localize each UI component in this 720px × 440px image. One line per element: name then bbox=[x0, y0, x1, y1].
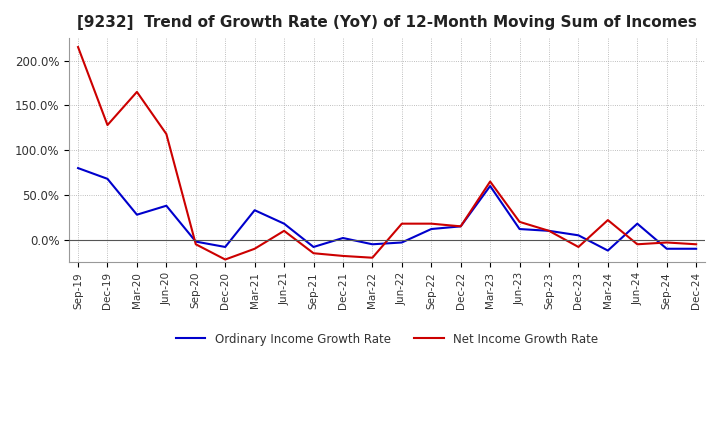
Net Income Growth Rate bbox=[544, 228, 553, 234]
Title: [9232]  Trend of Growth Rate (YoY) of 12-Month Moving Sum of Incomes: [9232] Trend of Growth Rate (YoY) of 12-… bbox=[77, 15, 697, 30]
Net Income Growth Rate bbox=[103, 122, 112, 128]
Ordinary Income Growth Rate bbox=[192, 239, 200, 244]
Net Income Growth Rate bbox=[309, 251, 318, 256]
Net Income Growth Rate bbox=[574, 244, 582, 249]
Ordinary Income Growth Rate bbox=[251, 208, 259, 213]
Net Income Growth Rate bbox=[397, 221, 406, 226]
Net Income Growth Rate bbox=[427, 221, 436, 226]
Net Income Growth Rate bbox=[603, 217, 612, 223]
Ordinary Income Growth Rate bbox=[603, 248, 612, 253]
Ordinary Income Growth Rate bbox=[132, 212, 141, 217]
Ordinary Income Growth Rate bbox=[397, 240, 406, 245]
Net Income Growth Rate bbox=[251, 246, 259, 251]
Net Income Growth Rate bbox=[662, 240, 671, 245]
Net Income Growth Rate bbox=[633, 242, 642, 247]
Line: Ordinary Income Growth Rate: Ordinary Income Growth Rate bbox=[78, 168, 696, 250]
Ordinary Income Growth Rate bbox=[692, 246, 701, 251]
Net Income Growth Rate bbox=[73, 44, 82, 50]
Net Income Growth Rate bbox=[456, 224, 465, 229]
Ordinary Income Growth Rate bbox=[338, 235, 347, 241]
Ordinary Income Growth Rate bbox=[486, 183, 495, 189]
Ordinary Income Growth Rate bbox=[103, 176, 112, 181]
Ordinary Income Growth Rate bbox=[544, 228, 553, 234]
Net Income Growth Rate bbox=[192, 242, 200, 247]
Net Income Growth Rate bbox=[692, 242, 701, 247]
Ordinary Income Growth Rate bbox=[662, 246, 671, 251]
Net Income Growth Rate bbox=[162, 132, 171, 137]
Ordinary Income Growth Rate bbox=[633, 221, 642, 226]
Ordinary Income Growth Rate bbox=[309, 244, 318, 249]
Net Income Growth Rate bbox=[486, 179, 495, 184]
Net Income Growth Rate bbox=[221, 257, 230, 262]
Ordinary Income Growth Rate bbox=[516, 227, 524, 232]
Ordinary Income Growth Rate bbox=[280, 221, 289, 226]
Ordinary Income Growth Rate bbox=[368, 242, 377, 247]
Net Income Growth Rate bbox=[132, 89, 141, 95]
Ordinary Income Growth Rate bbox=[574, 233, 582, 238]
Net Income Growth Rate bbox=[368, 255, 377, 260]
Ordinary Income Growth Rate bbox=[73, 165, 82, 171]
Ordinary Income Growth Rate bbox=[427, 227, 436, 232]
Net Income Growth Rate bbox=[280, 228, 289, 234]
Net Income Growth Rate bbox=[516, 219, 524, 224]
Ordinary Income Growth Rate bbox=[162, 203, 171, 209]
Net Income Growth Rate bbox=[338, 253, 347, 259]
Ordinary Income Growth Rate bbox=[456, 224, 465, 229]
Line: Net Income Growth Rate: Net Income Growth Rate bbox=[78, 47, 696, 260]
Ordinary Income Growth Rate bbox=[221, 244, 230, 249]
Legend: Ordinary Income Growth Rate, Net Income Growth Rate: Ordinary Income Growth Rate, Net Income … bbox=[171, 328, 603, 350]
